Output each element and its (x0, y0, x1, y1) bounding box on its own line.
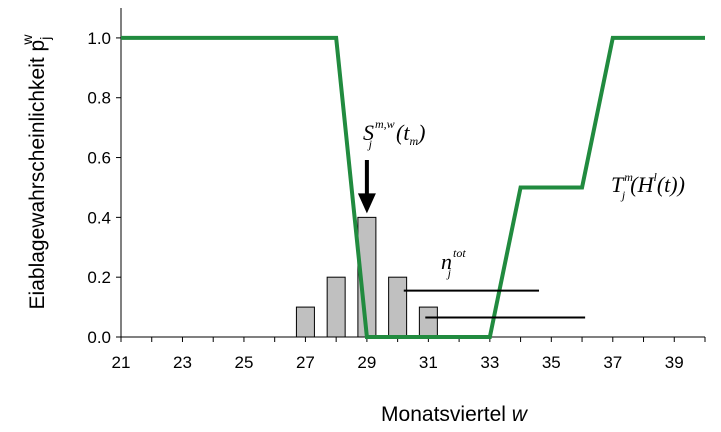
x-tick-label: 33 (480, 353, 499, 372)
arrow-head (357, 193, 376, 214)
x-tick-label: 29 (357, 353, 376, 372)
line-series (121, 35, 705, 339)
y-tick-label: 1.0 (87, 29, 111, 48)
y-tick-label: 0.2 (87, 268, 111, 287)
x-tick-label: 39 (665, 353, 684, 372)
axes: 0.0 0.2 0.4 0.6 0.8 1.0 21 23 25 27 29 31 33 35 37 39 Mo… (19, 8, 706, 426)
series-line (121, 35, 705, 339)
annotations: Sm,w j (tm) Tm j (Hl(t)) ntot j (357, 117, 685, 319)
bar (295, 306, 315, 338)
y-axis-title: Eiablagewahrscheinlichkeit pjw (19, 34, 53, 310)
x-tick-label: 21 (112, 353, 131, 372)
x-tick-label: 23 (173, 353, 192, 372)
x-axis-title: Monatsviertel w (381, 403, 529, 426)
annotation-t: Tm j (Hl(t)) (611, 170, 685, 202)
x-tick-label: 31 (419, 353, 438, 372)
annotation-s: Sm,w j (tm) (363, 117, 425, 151)
x-tick-label: 35 (542, 353, 561, 372)
annotation-n: ntot j (441, 246, 466, 280)
y-tick-label: 0.8 (87, 89, 111, 108)
y-tick-label: 0.0 (87, 328, 111, 347)
bar (418, 306, 438, 338)
y-tick-label: 0.6 (87, 149, 111, 168)
bar (326, 276, 346, 338)
x-tick-label: 25 (234, 353, 253, 372)
bar (388, 276, 408, 338)
x-tick-label: 27 (296, 353, 315, 372)
y-tick-label: 0.4 (87, 208, 111, 227)
x-tick-label: 37 (603, 353, 622, 372)
